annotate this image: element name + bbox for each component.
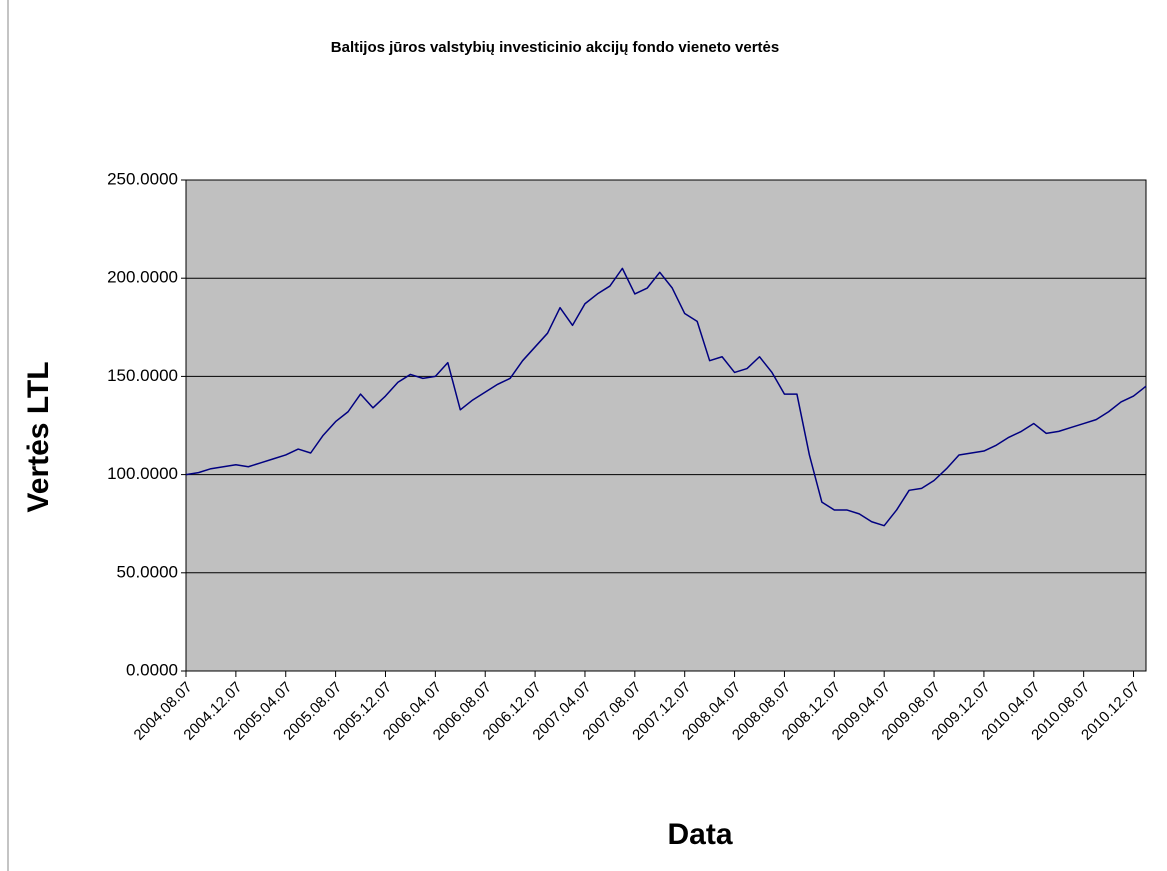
y-tick-label: 0.0000 bbox=[126, 660, 178, 679]
y-axis-label: Vertės LTL bbox=[22, 361, 55, 512]
line-series bbox=[185, 267, 1147, 527]
chart-title: Baltijos jūros valstybių investicinio ak… bbox=[331, 39, 779, 56]
y-tick-label: 100.0000 bbox=[107, 464, 178, 483]
y-tick-label: 200.0000 bbox=[107, 268, 178, 287]
y-tick-label: 50.0000 bbox=[117, 562, 178, 581]
x-axis-label: Data bbox=[667, 818, 732, 851]
plot-border bbox=[185, 179, 1147, 672]
y-tick-label: 250.0000 bbox=[107, 169, 178, 188]
plot-area bbox=[186, 180, 1146, 671]
y-tick-label: 150.0000 bbox=[107, 366, 178, 385]
